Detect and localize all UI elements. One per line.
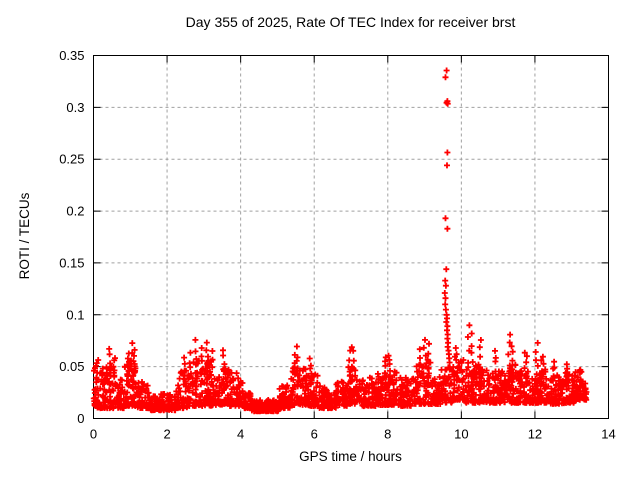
chart-title: Day 355 of 2025, Rate Of TEC Index for r… xyxy=(185,14,516,30)
x-tick-label: 14 xyxy=(601,427,615,442)
y-axis-label: ROTI / TECUs xyxy=(17,192,32,280)
x-tick-label: 10 xyxy=(454,427,468,442)
y-tick-label: 0.35 xyxy=(59,48,84,63)
y-tick-label: 0.3 xyxy=(66,100,84,115)
x-tick-label: 2 xyxy=(163,427,170,442)
x-axis-label: GPS time / hours xyxy=(299,449,402,464)
x-tick-label: 8 xyxy=(384,427,391,442)
plot-border xyxy=(93,55,609,419)
x-tick-label: 6 xyxy=(311,427,318,442)
x-tick-label: 12 xyxy=(528,427,542,442)
x-tick-label: 0 xyxy=(90,427,97,442)
y-tick-label: 0 xyxy=(77,411,84,426)
y-tick-label: 0.25 xyxy=(59,152,84,167)
y-tick-label: 0.2 xyxy=(66,204,84,219)
y-tick-label: 0.1 xyxy=(66,307,84,322)
y-tick-label: 0.05 xyxy=(59,359,84,374)
x-tick-label: 4 xyxy=(237,427,244,442)
y-tick-label: 0.15 xyxy=(59,255,84,270)
grid-lines xyxy=(93,55,609,419)
data-points xyxy=(90,67,590,415)
